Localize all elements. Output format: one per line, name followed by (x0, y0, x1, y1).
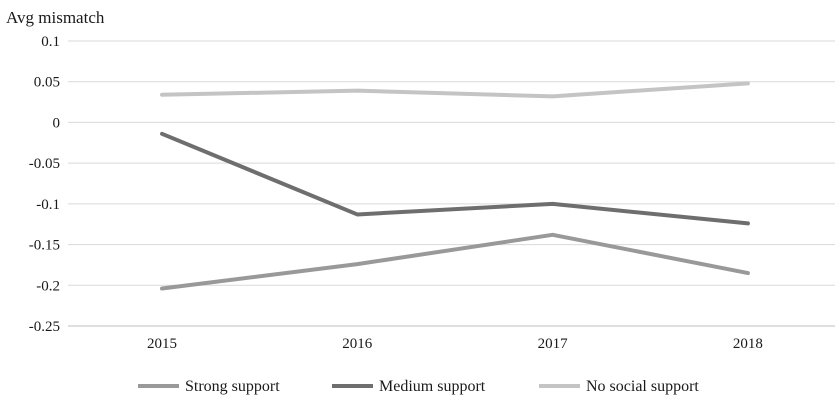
y-tick-label: -0.15 (29, 238, 60, 254)
y-tick-label: -0.05 (29, 156, 60, 172)
legend-label: Medium support (379, 378, 486, 395)
legend-item-medium-support: Medium support (332, 378, 486, 395)
x-tick-label: 2016 (342, 336, 373, 352)
series-lines (160, 81, 750, 291)
x-tick-label: 2015 (147, 336, 177, 352)
y-tick-label: -0.1 (36, 197, 60, 213)
legend-label: Strong support (185, 378, 280, 395)
y-axis-label: Avg mismatch (6, 8, 105, 27)
y-tick-label: -0.25 (29, 319, 60, 335)
legend: Strong support Medium support No social su… (138, 378, 699, 395)
series-line-no-social-support (160, 81, 750, 99)
legend-item-strong-support: Strong support (138, 378, 280, 395)
legend-item-no-social-support: No social support (539, 378, 699, 395)
x-tick-label: 2017 (538, 336, 569, 352)
series-line-strong-support (160, 232, 750, 291)
y-tick-label: 0.1 (41, 34, 60, 50)
x-tick-label: 2018 (733, 336, 763, 352)
x-axis-ticks: 2015 2016 2017 2018 (147, 336, 763, 352)
series-line-medium-support (160, 131, 750, 226)
y-tick-label: 0.05 (34, 75, 60, 91)
y-tick-label: 0 (53, 115, 61, 131)
y-axis-ticks: 0.1 0.05 0 -0.05 -0.1 -0.15 -0.2 -0.25 (29, 34, 60, 335)
legend-label: No social support (586, 378, 699, 395)
y-tick-label: -0.2 (36, 278, 60, 294)
